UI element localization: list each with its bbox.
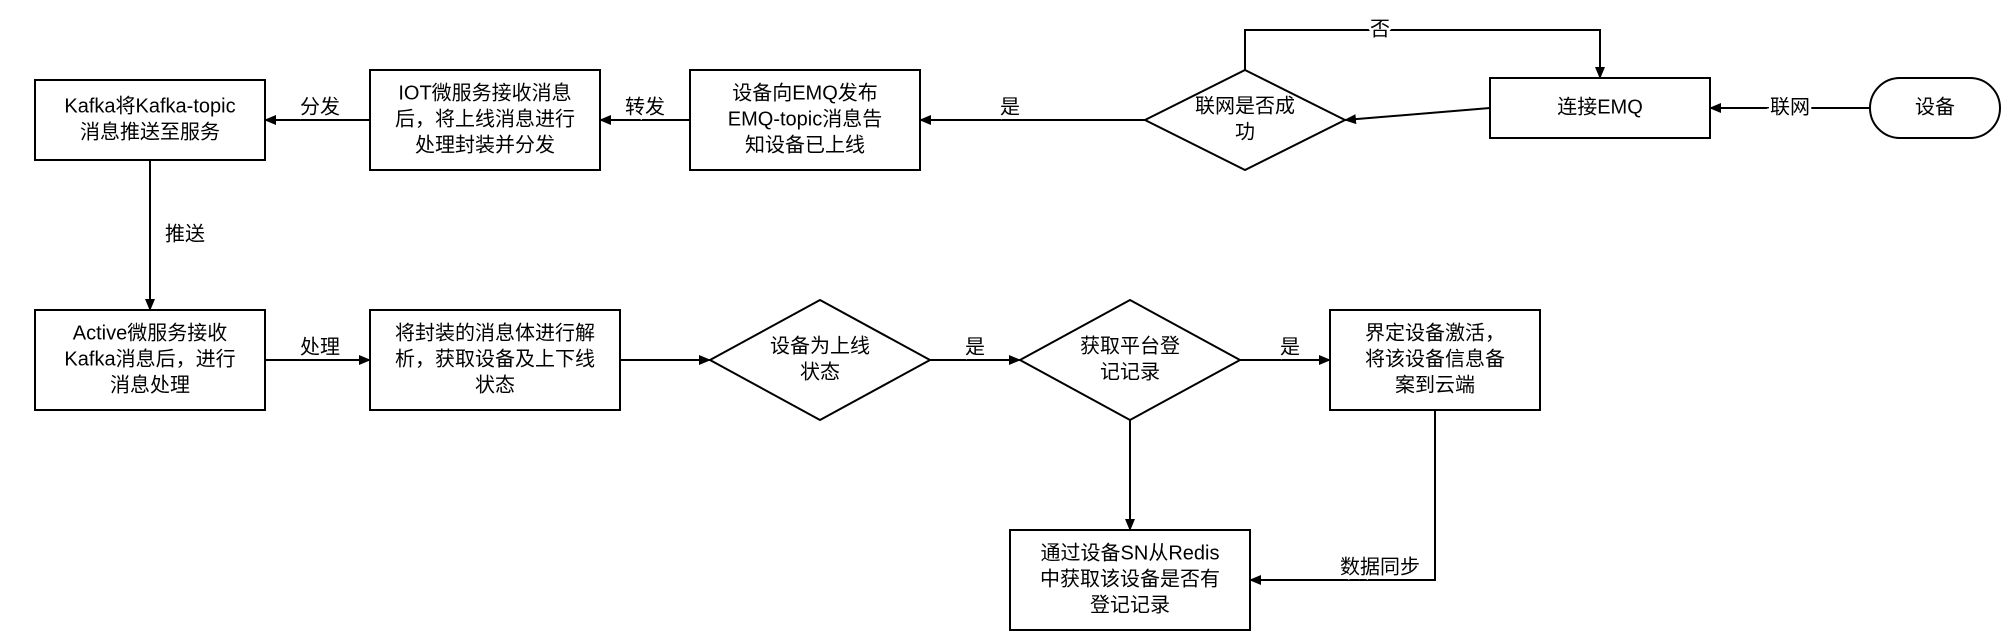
flowchart-canvas: 联网联网否否是是转发转发分发分发推送推送处理处理是是是是数据同步数据同步设备连接… xyxy=(0,0,2011,643)
node-is_online: 设备为上线状态 xyxy=(710,300,930,420)
node-text-net_ok: 联网是否成 xyxy=(1195,94,1295,117)
node-text-iot_service: 后，将上线消息进行 xyxy=(395,107,575,130)
node-text-redis_check: 登记记录 xyxy=(1090,593,1170,616)
edge-label-active_ms-parse_body: 处理 xyxy=(300,335,340,358)
edge-label-net_ok-publish_emq: 是 xyxy=(1000,96,1020,118)
node-text-parse_body: 析，获取设备及上下线 xyxy=(395,347,595,370)
node-text-active_ms: Active微服务接收 xyxy=(73,321,227,344)
node-text-parse_body: 状态 xyxy=(475,373,515,396)
node-text-iot_service: IOT微服务接收消息 xyxy=(398,81,571,104)
edge-label-is_online-get_platform: 是 xyxy=(965,336,985,358)
edge-label-activate-redis_check: 数据同步 xyxy=(1340,555,1420,578)
node-parse_body: 将封装的消息体进行解析，获取设备及上下线状态 xyxy=(370,310,620,410)
node-kafka_push: Kafka将Kafka-topic 消息推送至服务 xyxy=(35,80,265,160)
edge-activate-redis_check xyxy=(1250,410,1435,580)
node-active_ms: Active微服务接收 Kafka消息后，进行消息处理 xyxy=(35,310,265,410)
node-text-is_online: 状态 xyxy=(800,360,840,383)
node-text-redis_check: 中获取该设备是否有 xyxy=(1040,567,1220,590)
node-net_ok: 联网是否成功 xyxy=(1145,70,1345,170)
node-redis_check: 通过设备SN从Redis 中获取该设备是否有登记记录 xyxy=(1010,530,1250,630)
edge-label-get_platform-activate: 是 xyxy=(1280,336,1300,358)
edge-label-publish_emq-iot_service: 转发 xyxy=(625,95,665,118)
node-text-activate: 将该设备信息备 xyxy=(1365,347,1505,370)
node-text-activate: 界定设备激活， xyxy=(1365,321,1505,344)
node-text-publish_emq: EMQ-topic消息告 xyxy=(728,107,882,130)
node-text-is_online: 设备为上线 xyxy=(770,334,870,357)
edge-label-net_ok-connect_emq: 否 xyxy=(1370,18,1390,40)
node-text-device: 设备 xyxy=(1915,95,1955,118)
node-text-get_platform: 获取平台登 xyxy=(1080,334,1180,357)
node-text-activate: 案到云端 xyxy=(1395,373,1475,396)
node-text-net_ok: 功 xyxy=(1235,120,1255,143)
node-get_platform: 获取平台登记记录 xyxy=(1020,300,1240,420)
edge-net_ok-connect_emq xyxy=(1245,30,1600,78)
node-connect_emq: 连接EMQ xyxy=(1490,78,1710,138)
edge-label-device-connect_emq: 联网 xyxy=(1770,95,1810,118)
node-iot_service: IOT微服务接收消息后，将上线消息进行处理封装并分发 xyxy=(370,70,600,170)
edge-connect_emq-net_ok xyxy=(1345,108,1490,120)
node-text-publish_emq: 知设备已上线 xyxy=(745,133,865,156)
edge-label-kafka_push-active_ms: 推送 xyxy=(165,222,205,245)
node-text-iot_service: 处理封装并分发 xyxy=(415,133,555,156)
node-text-get_platform: 记记录 xyxy=(1100,360,1160,383)
node-text-parse_body: 将封装的消息体进行解 xyxy=(395,321,595,344)
node-text-kafka_push: Kafka将Kafka-topic xyxy=(64,94,235,117)
node-text-active_ms: Kafka消息后，进行 xyxy=(64,347,235,370)
node-publish_emq: 设备向EMQ发布 EMQ-topic消息告知设备已上线 xyxy=(690,70,920,170)
node-text-kafka_push: 消息推送至服务 xyxy=(80,120,220,143)
node-text-publish_emq: 设备向EMQ发布 xyxy=(732,81,878,104)
node-text-active_ms: 消息处理 xyxy=(110,373,190,396)
node-device: 设备 xyxy=(1870,78,2000,138)
edge-label-iot_service-kafka_push: 分发 xyxy=(300,95,340,118)
node-activate: 界定设备激活， 将该设备信息备案到云端 xyxy=(1330,310,1540,410)
node-text-redis_check: 通过设备SN从Redis xyxy=(1041,541,1220,564)
node-text-connect_emq: 连接EMQ xyxy=(1557,95,1643,118)
